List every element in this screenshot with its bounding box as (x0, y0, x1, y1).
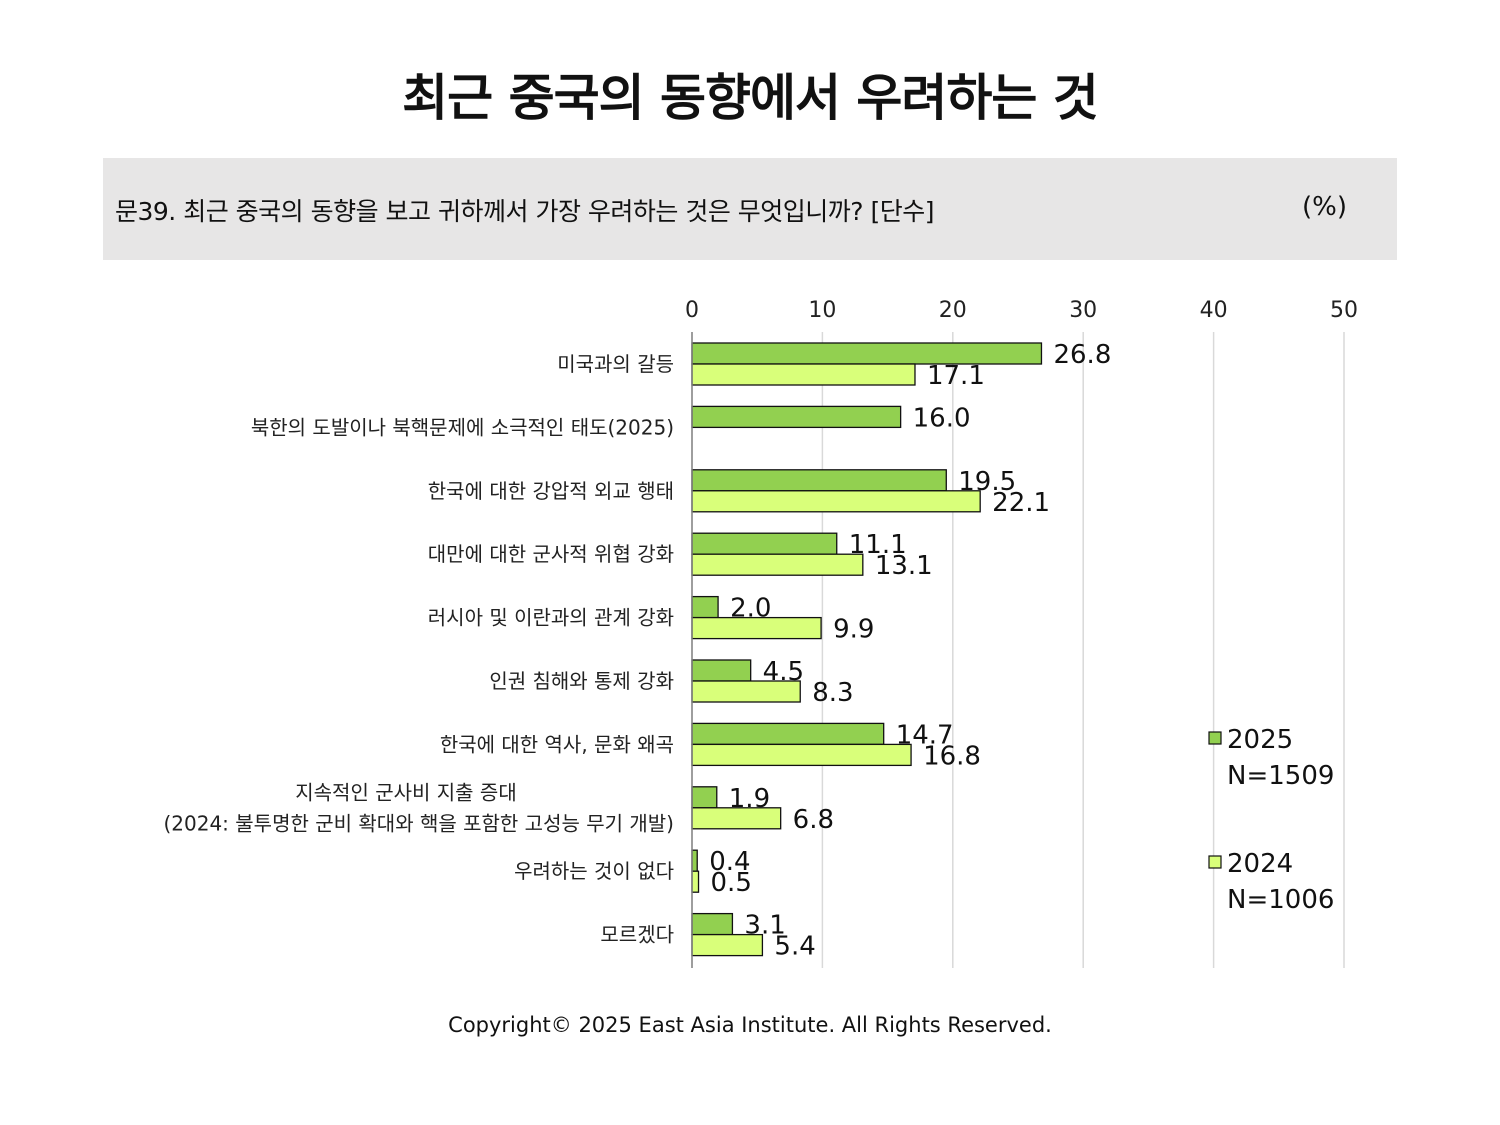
legend-swatch-2025 (1208, 731, 1222, 745)
bar-2025 (691, 849, 698, 872)
bar-2024 (691, 870, 700, 893)
bar-2025 (691, 722, 885, 746)
legend-n-2025: N=1509 (1227, 761, 1334, 791)
legend-label-2025: 2025 (1227, 725, 1293, 755)
category-label: 북한의 도발이나 북핵문제에 소극적인 태도(2025) (251, 415, 674, 439)
bar-2025 (691, 532, 838, 555)
x-tick-label: 40 (1200, 298, 1228, 323)
bar-2025 (691, 912, 734, 936)
x-tick-label: 0 (685, 298, 699, 323)
bar-2024 (691, 680, 801, 703)
category-label: 한국에 대한 역사, 문화 왜곡 (440, 732, 674, 756)
bar-2024 (691, 363, 916, 386)
bar-2025 (691, 659, 752, 682)
data-label-2024: 13.1 (875, 551, 933, 581)
bar-2025 (691, 469, 947, 492)
data-label-2024: 5.4 (774, 932, 815, 962)
data-label-2024: 9.9 (833, 615, 874, 645)
unit-label: (%) (1302, 192, 1347, 222)
question-panel: 문39. 최근 중국의 동향을 보고 귀하께서 가장 우려하는 것은 무엇입니까… (103, 158, 1397, 260)
category-label: (2024: 불투명한 군비 확대와 핵을 포함한 고성능 무기 개발) (163, 811, 674, 835)
category-label: 지속적인 군사비 지출 증대 (295, 780, 516, 804)
data-label-2024: 16.8 (923, 741, 981, 771)
category-label: 인권 침해와 통제 강화 (489, 669, 674, 693)
bar-chart: 0 10 20 30 40 50 26.8 17.1 미국과의 갈등 16.0 북한의 도발이나 북… (163, 298, 1358, 968)
chart-title: 최근 중국의 동향에서 우려하는 것 (402, 69, 1099, 127)
bar-2025 (691, 595, 719, 619)
x-tick-label: 20 (939, 298, 967, 323)
bar-2024 (691, 807, 782, 830)
bar-2025 (691, 342, 1043, 365)
bar-2025 (691, 405, 902, 429)
x-tick-label: 30 (1069, 298, 1097, 323)
legend-label-2024: 2024 (1227, 849, 1293, 879)
category-label: 미국과의 갈등 (557, 352, 674, 376)
data-label-2024: 17.1 (927, 361, 985, 391)
bar-2024 (691, 616, 822, 640)
question-text: 문39. 최근 중국의 동향을 보고 귀하께서 가장 우려하는 것은 무엇입니까… (115, 197, 935, 226)
data-label-2025: 26.8 (1053, 340, 1111, 370)
category-label: 한국에 대한 강압적 외교 행태 (428, 479, 674, 503)
bar-2024 (691, 933, 764, 957)
copyright-text: Copyright© 2025 East Asia Institute. All… (448, 1013, 1052, 1037)
x-tick-label: 50 (1330, 298, 1358, 323)
bar-2024 (691, 743, 912, 767)
category-label: 모르겠다 (600, 923, 674, 947)
bar-2024 (691, 490, 981, 513)
data-label-2024: 22.1 (992, 488, 1050, 518)
data-label-2025: 0.4 (709, 847, 750, 877)
legend-n-2024: N=1006 (1227, 885, 1334, 915)
category-label: 러시아 및 이란과의 관계 강화 (428, 606, 674, 630)
x-tick-label: 10 (808, 298, 836, 323)
bar-2024 (691, 553, 864, 576)
data-label-2024: 6.8 (793, 805, 834, 835)
category-label: 우려하는 것이 없다 (514, 859, 674, 883)
legend-swatch-2024 (1208, 855, 1222, 869)
bar-2025 (691, 786, 718, 809)
data-label-2024: 0.5 (711, 868, 752, 898)
data-label-2025: 16.0 (913, 403, 971, 433)
data-label-2024: 8.3 (812, 678, 853, 708)
category-label: 대만에 대한 군사적 위협 강화 (428, 542, 674, 566)
